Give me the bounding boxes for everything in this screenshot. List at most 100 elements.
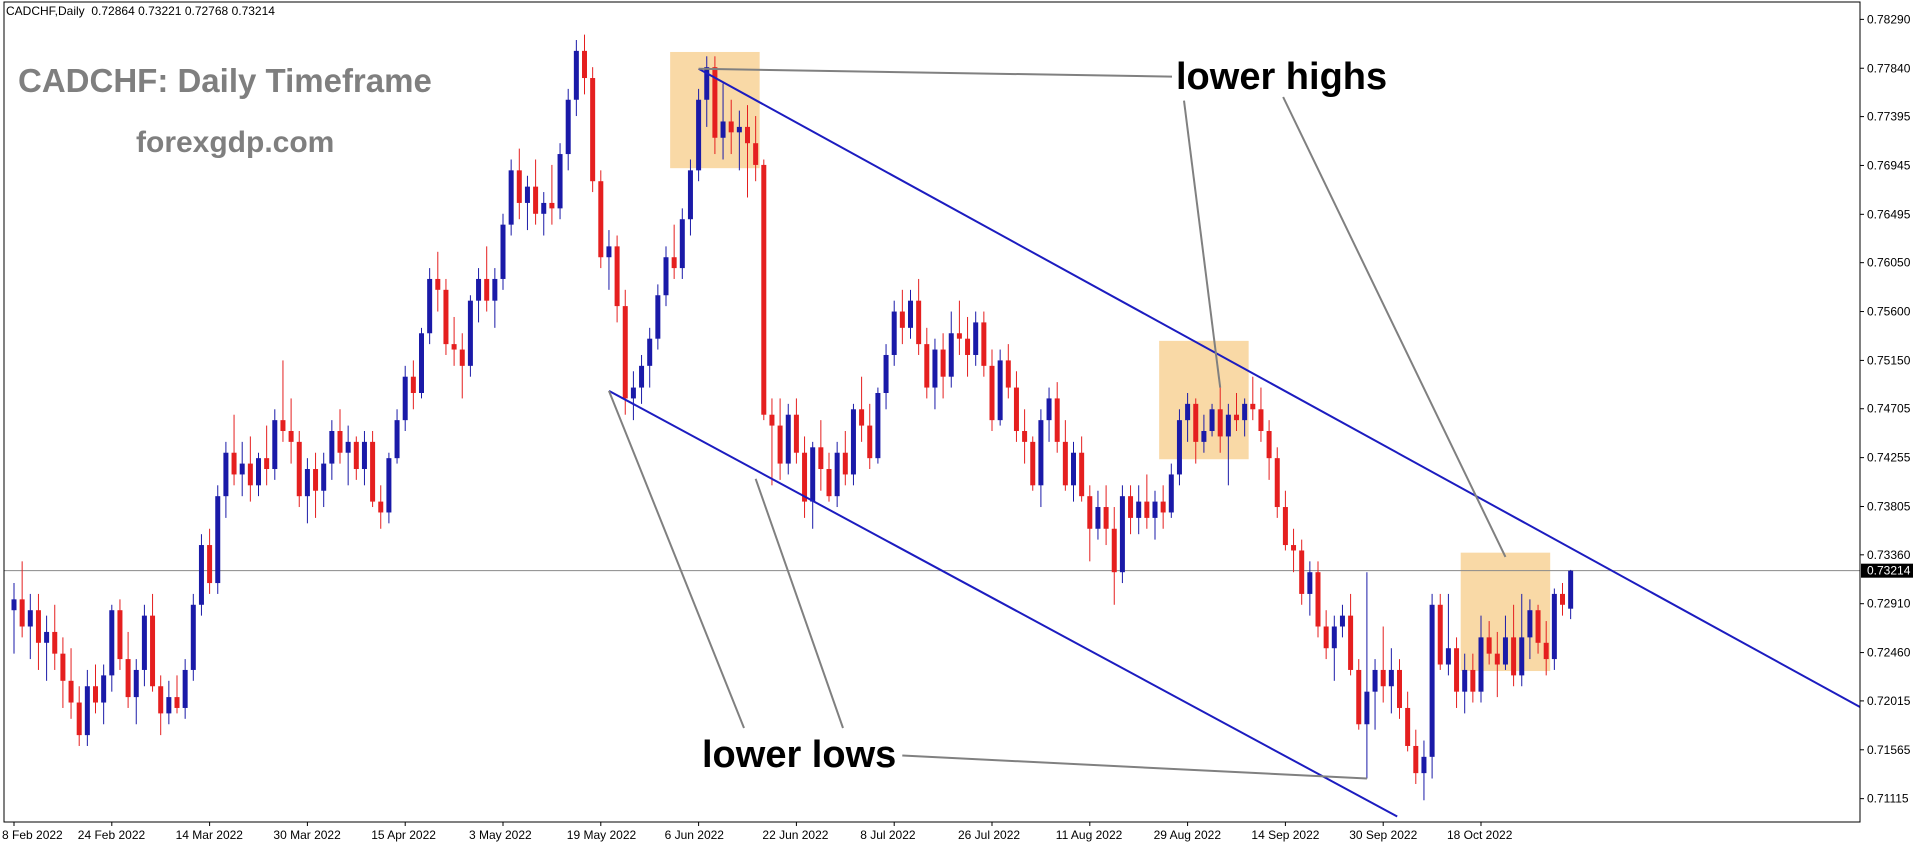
candle-body: [239, 463, 245, 475]
candle-body: [842, 452, 848, 475]
candle-body: [883, 354, 889, 393]
candle-body: [101, 675, 107, 703]
candle: [1209, 403, 1215, 437]
annotation-pointer: [1282, 96, 1507, 558]
annotation-pointer: [608, 390, 745, 729]
candle-body: [1062, 441, 1068, 486]
candle-body: [476, 278, 482, 301]
candle: [1185, 392, 1191, 442]
y-tick-label: 0.77395: [1867, 110, 1911, 124]
candle-body: [467, 300, 473, 366]
candle-body: [997, 360, 1003, 421]
candle: [1152, 490, 1158, 540]
candle-body: [1307, 572, 1313, 594]
candle: [1266, 420, 1272, 480]
candle: [1519, 593, 1525, 687]
candle: [761, 159, 767, 421]
x-tick-label: 3 May 2022: [469, 828, 532, 842]
current-price-tag-label: 0.73214: [1867, 564, 1911, 578]
candle-body: [84, 686, 90, 736]
candle: [190, 593, 196, 681]
candle: [223, 441, 229, 518]
candle-body: [981, 322, 987, 366]
annotation-pointer: [1183, 100, 1222, 388]
candle: [1560, 583, 1565, 616]
candle: [1511, 604, 1517, 687]
candle-body: [1046, 398, 1052, 421]
candle: [875, 387, 881, 464]
candle: [1201, 414, 1207, 453]
candle: [1356, 659, 1362, 730]
candle-body: [1209, 409, 1215, 432]
candle: [1071, 441, 1076, 502]
candle: [1551, 588, 1557, 670]
candle: [166, 680, 172, 725]
candle: [239, 441, 245, 497]
candle: [745, 105, 750, 198]
candle: [1494, 631, 1500, 698]
y-tick-label: 0.74255: [1867, 451, 1911, 465]
x-tick-label: 30 Sep 2022: [1349, 828, 1417, 842]
candle-body: [1421, 756, 1427, 774]
candle: [101, 664, 107, 725]
candle-body: [166, 697, 172, 714]
candle: [712, 56, 718, 155]
candle-body: [93, 686, 98, 703]
candle: [1242, 398, 1248, 437]
x-tick-label: 8 Feb 2022: [2, 828, 63, 842]
candle: [891, 300, 897, 366]
lower-highs-label: lower highs: [1176, 56, 1388, 98]
plot-frame: [3, 1, 1861, 823]
candle: [1022, 409, 1028, 464]
candle-body: [1258, 409, 1264, 432]
candle-body: [19, 599, 25, 627]
candle: [1258, 387, 1264, 442]
candle-body: [264, 458, 270, 470]
y-tick-label: 0.73360: [1867, 548, 1911, 562]
candle: [679, 208, 685, 279]
candle: [1372, 659, 1378, 730]
candle: [44, 615, 50, 681]
candle-body: [247, 463, 253, 486]
candle: [1323, 610, 1329, 660]
candle: [313, 452, 319, 518]
candle: [419, 327, 424, 399]
candle: [956, 300, 962, 355]
candle-body: [573, 50, 579, 100]
candle: [459, 333, 465, 399]
candle-body: [1339, 615, 1345, 627]
candle: [68, 648, 74, 719]
candle: [614, 235, 620, 323]
candle: [1111, 507, 1117, 605]
candle: [630, 371, 636, 421]
candle-body: [932, 349, 938, 388]
candle-body: [745, 126, 750, 144]
candle-body: [11, 599, 17, 611]
candle: [386, 452, 392, 524]
candle-body: [207, 545, 213, 584]
candle: [508, 159, 514, 236]
candle: [899, 289, 905, 345]
candle-body: [867, 425, 873, 459]
candle-body: [435, 278, 441, 290]
candle: [1136, 485, 1142, 535]
candle-body: [1225, 414, 1231, 437]
candle: [1568, 569, 1574, 620]
candle: [476, 268, 482, 323]
candle: [1307, 561, 1313, 616]
candle-body: [35, 610, 41, 643]
y-tick-label: 0.72015: [1867, 694, 1911, 708]
candle-body: [777, 425, 783, 464]
annotation-pointer: [902, 754, 1367, 780]
candle: [1388, 648, 1394, 714]
y-tick-label: 0.71565: [1867, 743, 1911, 757]
candle: [174, 675, 180, 714]
candle: [606, 230, 612, 290]
candle-body: [394, 420, 400, 459]
candle-body: [1103, 507, 1109, 529]
x-tick-label: 19 May 2022: [567, 828, 637, 842]
candle: [182, 659, 188, 719]
candle-body: [1274, 458, 1280, 508]
candle: [1234, 392, 1239, 432]
